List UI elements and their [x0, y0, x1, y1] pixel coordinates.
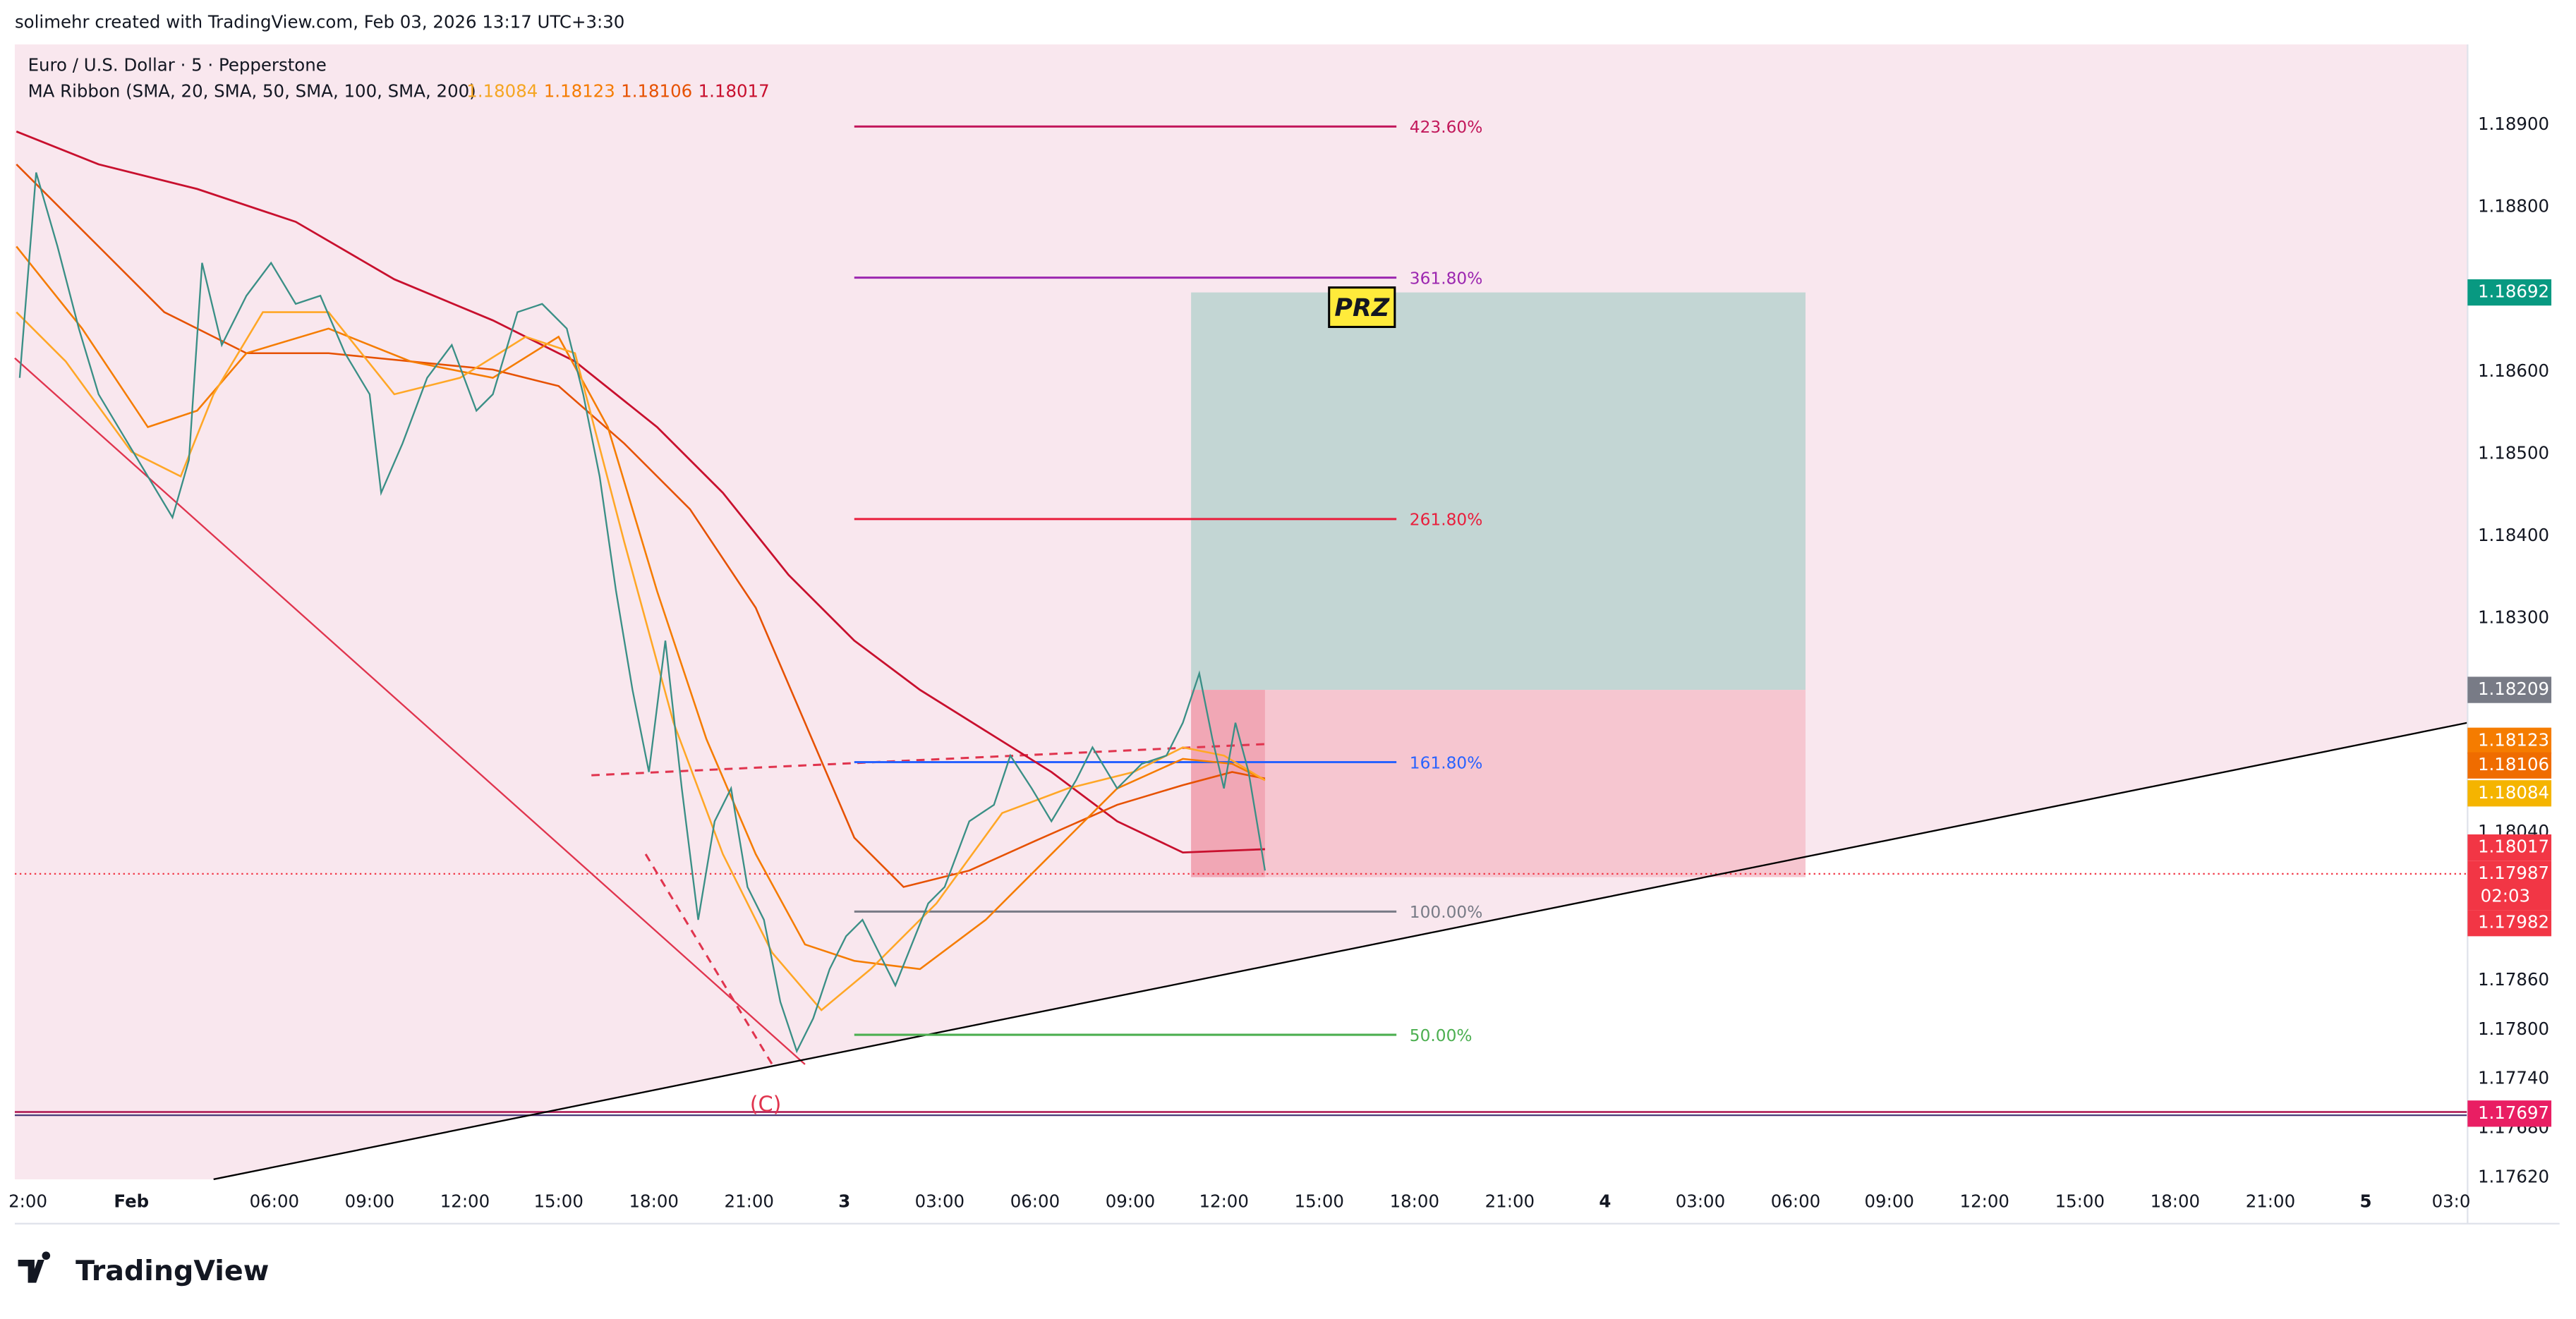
time-label: 15:00 — [533, 1191, 583, 1212]
time-axis: 2:00 Feb 06:00 09:00 12:00 15:00 18:00 21:00 3 03… — [8, 1191, 2470, 1212]
badge-label: 1.18106 — [2478, 754, 2549, 774]
price-label: 1.18800 — [2478, 196, 2549, 217]
prz-label: PRZ — [1334, 294, 1389, 322]
price-badge — [2467, 752, 2552, 779]
price-path — [18, 172, 1266, 1054]
wave-label: (C) — [750, 1093, 782, 1117]
fib-label: 161.80% — [1410, 753, 1483, 772]
time-label: 09:00 — [345, 1191, 394, 1212]
time-label: 3 — [838, 1191, 850, 1212]
price-badge — [2467, 1100, 2552, 1127]
attribution: solimehr created with TradingView.com, F… — [15, 12, 624, 32]
trendline — [14, 357, 806, 1065]
price-label: 1.17860 — [2478, 969, 2549, 990]
ma-20 — [16, 311, 1266, 1011]
stop-zone — [1191, 690, 1806, 877]
time-label: 2:00 — [8, 1191, 47, 1212]
fib-label: 100.00% — [1410, 903, 1483, 922]
ma-value: 1.18123 — [544, 81, 615, 102]
badge-label: 1.18209 — [2478, 679, 2549, 699]
prz-box — [1328, 286, 1396, 329]
time-label: 09:00 — [1106, 1191, 1155, 1212]
fib-label: 361.80% — [1410, 269, 1483, 288]
badge-label: 1.18123 — [2478, 729, 2549, 750]
badge-label: 1.17697 — [2478, 1102, 2549, 1123]
badge-label: 1.18017 — [2478, 837, 2549, 857]
ma-value: 1.18017 — [699, 81, 770, 102]
fib-label: 50.00% — [1410, 1026, 1473, 1045]
dashed-line — [591, 743, 1265, 777]
badge-label: 1.18692 — [2478, 281, 2549, 302]
price-label: 1.17620 — [2478, 1167, 2549, 1187]
time-label: 5 — [2359, 1191, 2371, 1212]
price-badge — [2467, 279, 2552, 306]
time-label: 06:00 — [250, 1191, 299, 1212]
fib-label: 423.60% — [1410, 118, 1483, 137]
price-label: 1.18300 — [2478, 607, 2549, 628]
price-label: 1.18600 — [2478, 360, 2549, 381]
target-zone — [1191, 292, 1806, 691]
price-badge — [2467, 861, 2552, 911]
badge-label: 1.17982 — [2478, 912, 2549, 932]
legend: Euro / U.S. Dollar · 5 · Pepperstone MA … — [28, 54, 770, 101]
logo — [18, 1251, 51, 1283]
time-label: 03:00 — [1676, 1191, 1725, 1212]
price-badge — [2467, 834, 2552, 861]
plot: 423.60% 361.80% 261.80% 161.80% 100.00% … — [14, 44, 2468, 1181]
time-label: 15:00 — [2055, 1191, 2105, 1212]
ma-100 — [16, 164, 1266, 888]
time-label: 09:00 — [1864, 1191, 1913, 1212]
time-label: 21:00 — [2246, 1191, 2295, 1212]
time-label: 12:00 — [1960, 1191, 2009, 1212]
time-label: 18:00 — [2151, 1191, 2200, 1212]
time-label: 21:00 — [725, 1191, 774, 1212]
time-label: Feb — [114, 1191, 149, 1212]
time-label: 18:00 — [629, 1191, 679, 1212]
time-label: 21:00 — [1485, 1191, 1535, 1212]
time-label: 06:00 — [1771, 1191, 1820, 1212]
price-badge — [2467, 676, 2552, 703]
time-label: 12:00 — [440, 1191, 490, 1212]
price-label: 1.18500 — [2478, 443, 2549, 463]
time-label: 06:00 — [1010, 1191, 1060, 1212]
badge-label: 1.17987 — [2478, 863, 2549, 883]
brand: TradingView — [75, 1255, 269, 1287]
badge-countdown: 02:03 — [2481, 885, 2530, 906]
price-label: 1.18400 — [2478, 525, 2549, 545]
ma-value: 1.18106 — [621, 81, 692, 102]
symbol: Euro / U.S. Dollar · 5 · Pepperstone — [28, 54, 327, 75]
time-label: 4 — [1599, 1191, 1611, 1212]
time-label: 15:00 — [1295, 1191, 1344, 1212]
indicator: MA Ribbon (SMA, 20, SMA, 50, SMA, 100, S… — [28, 81, 476, 102]
badge-label: 1.18084 — [2478, 782, 2549, 803]
ma-value: 1.18084 — [466, 81, 538, 102]
price-label: 1.17740 — [2478, 1068, 2549, 1088]
time-label: 03:0 — [2432, 1191, 2471, 1212]
fib-lines: 423.60% 361.80% 261.80% 161.80% 100.00% … — [854, 118, 1483, 1045]
time-label: 18:00 — [1390, 1191, 1439, 1212]
fib-label: 261.80% — [1410, 511, 1483, 530]
price-badges: 1.18692 1.18209 1.18123 1.18106 1.18084 1.180… — [2467, 279, 2552, 1127]
time-label: 03:00 — [915, 1191, 965, 1212]
time-label: 12:00 — [1199, 1191, 1248, 1212]
ma-200 — [16, 130, 1265, 854]
price-label: 1.18900 — [2478, 114, 2549, 134]
footer: TradingView — [18, 1251, 269, 1287]
stop-zone-active — [1191, 690, 1265, 877]
price-badge — [2467, 780, 2552, 807]
price-label: 1.17800 — [2478, 1019, 2549, 1039]
trendline — [213, 722, 2468, 1181]
price-badge — [2467, 910, 2552, 937]
price-badge — [2467, 727, 2552, 754]
dashed-line — [644, 853, 773, 1065]
